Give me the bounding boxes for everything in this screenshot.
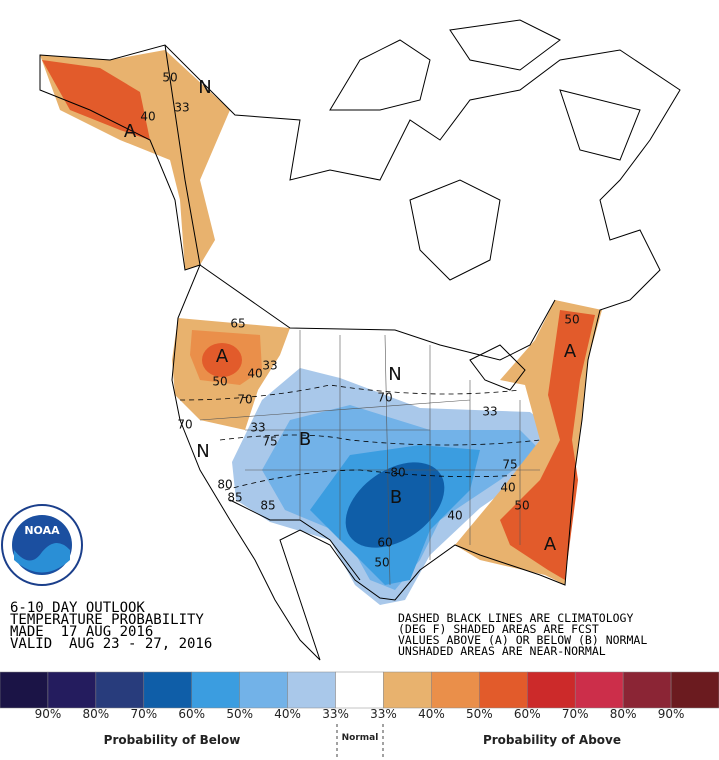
region-label: A <box>124 121 137 142</box>
alaska-above-strong <box>42 60 150 140</box>
legend-label: 60% <box>178 707 205 721</box>
coastline <box>39 44 681 661</box>
region-label: B <box>299 429 311 450</box>
pnw-core <box>202 343 242 377</box>
legend-swatch <box>95 671 145 709</box>
region-label: N <box>198 77 211 98</box>
contour-label: 40 <box>247 367 262 381</box>
legend-swatch <box>239 671 288 709</box>
contour-label: 40 <box>500 481 515 495</box>
note-line: VALUES ABOVE (A) OR BELOW (B) NORMAL <box>398 633 647 647</box>
contour-label: 75 <box>502 458 517 472</box>
legend-swatch <box>0 671 49 709</box>
contour-label: 50 <box>374 556 389 570</box>
legend-swatch <box>143 671 192 709</box>
arctic-islands <box>329 19 641 161</box>
contour-label: 85 <box>260 499 275 513</box>
region-label: N <box>196 441 209 462</box>
legend-below-title: Probability of Below <box>104 733 241 747</box>
contour-label: 50 <box>564 313 579 327</box>
note-line: UNSHADED AREAS ARE NEAR-NORMAL <box>398 644 606 658</box>
contour-label: 65 <box>230 317 245 331</box>
contour-label: 75 <box>262 435 277 449</box>
contour-label: 50 <box>162 71 177 85</box>
legend-label: 50% <box>226 707 253 721</box>
contour-label: 50 <box>514 499 529 513</box>
contour-label: 60 <box>377 536 392 550</box>
clim-line <box>219 434 541 446</box>
contour-label: 80 <box>217 478 232 492</box>
legend-label: 80% <box>83 707 110 721</box>
legend-label: 50% <box>466 707 493 721</box>
legend-label: 90% <box>35 707 62 721</box>
hudson-bay <box>409 179 501 281</box>
contour-label: 50 <box>212 375 227 389</box>
header-line: 6-10 DAY OUTLOOK <box>10 600 145 616</box>
legend-label: 40% <box>418 707 445 721</box>
legend-swatch <box>191 671 240 709</box>
region-label: N <box>388 364 401 385</box>
legend-normal-title: Normal <box>342 733 379 743</box>
legend-swatch <box>574 671 624 709</box>
contour-label: 33 <box>174 101 189 115</box>
region-label: A <box>216 346 229 367</box>
notes: DASHED BLACK LINES ARE CLIMATOLOGY(DEG F… <box>398 611 647 658</box>
header-line: TEMPERATURE PROBABILITY <box>10 612 204 628</box>
legend-swatch <box>287 671 336 709</box>
legend-label: 33% <box>370 707 397 721</box>
legend-label: 70% <box>130 707 157 721</box>
legend-label: 33% <box>322 707 349 721</box>
legend-swatch <box>479 671 528 709</box>
climatology-lines <box>179 384 541 491</box>
contour-label: 40 <box>447 509 462 523</box>
header-line: VALID AUG 23 - 27, 2016 <box>10 636 212 652</box>
below-60 <box>345 462 445 548</box>
legend-swatch <box>670 671 719 709</box>
region-label: A <box>564 341 577 362</box>
legend-swatch <box>47 671 97 709</box>
contour-label: 33 <box>250 421 265 435</box>
legend-label: 80% <box>610 707 637 721</box>
legend-label: 70% <box>562 707 589 721</box>
legend-swatch <box>383 671 432 709</box>
legend-swatch <box>335 671 384 709</box>
legend-label: 40% <box>274 707 301 721</box>
header-line: MADE 17 AUG 2016 <box>10 624 153 640</box>
legend-above-title: Probability of Above <box>483 733 621 747</box>
contour-label: 70 <box>177 418 192 432</box>
region-label: B <box>390 487 402 508</box>
logo-text: NOAA <box>24 524 60 537</box>
contour-label: 85 <box>227 491 242 505</box>
canada-border <box>199 264 556 361</box>
contour-label: 33 <box>482 405 497 419</box>
contour-label: 80 <box>390 466 405 480</box>
legend-swatch <box>527 671 576 709</box>
clim-line <box>224 469 521 491</box>
region-label: A <box>544 534 557 555</box>
legend: 90% 80% 70% 60% 50% 40% 33% 33% 40% 50% 60% 70% 80% 9… <box>0 671 719 758</box>
contour-label: 40 <box>140 110 155 124</box>
noaa-logo: NOAA <box>1 504 83 586</box>
state-lines <box>199 330 540 586</box>
alaska-border <box>164 44 201 266</box>
note-line: (DEG F) SHADED AREAS ARE FCST <box>398 622 599 636</box>
outlines <box>39 19 681 661</box>
note-line: DASHED BLACK LINES ARE CLIMATOLOGY <box>398 611 633 625</box>
great-lakes <box>469 344 526 391</box>
logo-wave <box>14 542 70 573</box>
legend-label: 60% <box>514 707 541 721</box>
contour-label: 33 <box>262 359 277 373</box>
legend-label: 90% <box>658 707 685 721</box>
legend-swatch <box>622 671 672 709</box>
legend-swatch <box>431 671 480 709</box>
contour-label: 70 <box>237 393 252 407</box>
contour-label: 70 <box>377 391 392 405</box>
